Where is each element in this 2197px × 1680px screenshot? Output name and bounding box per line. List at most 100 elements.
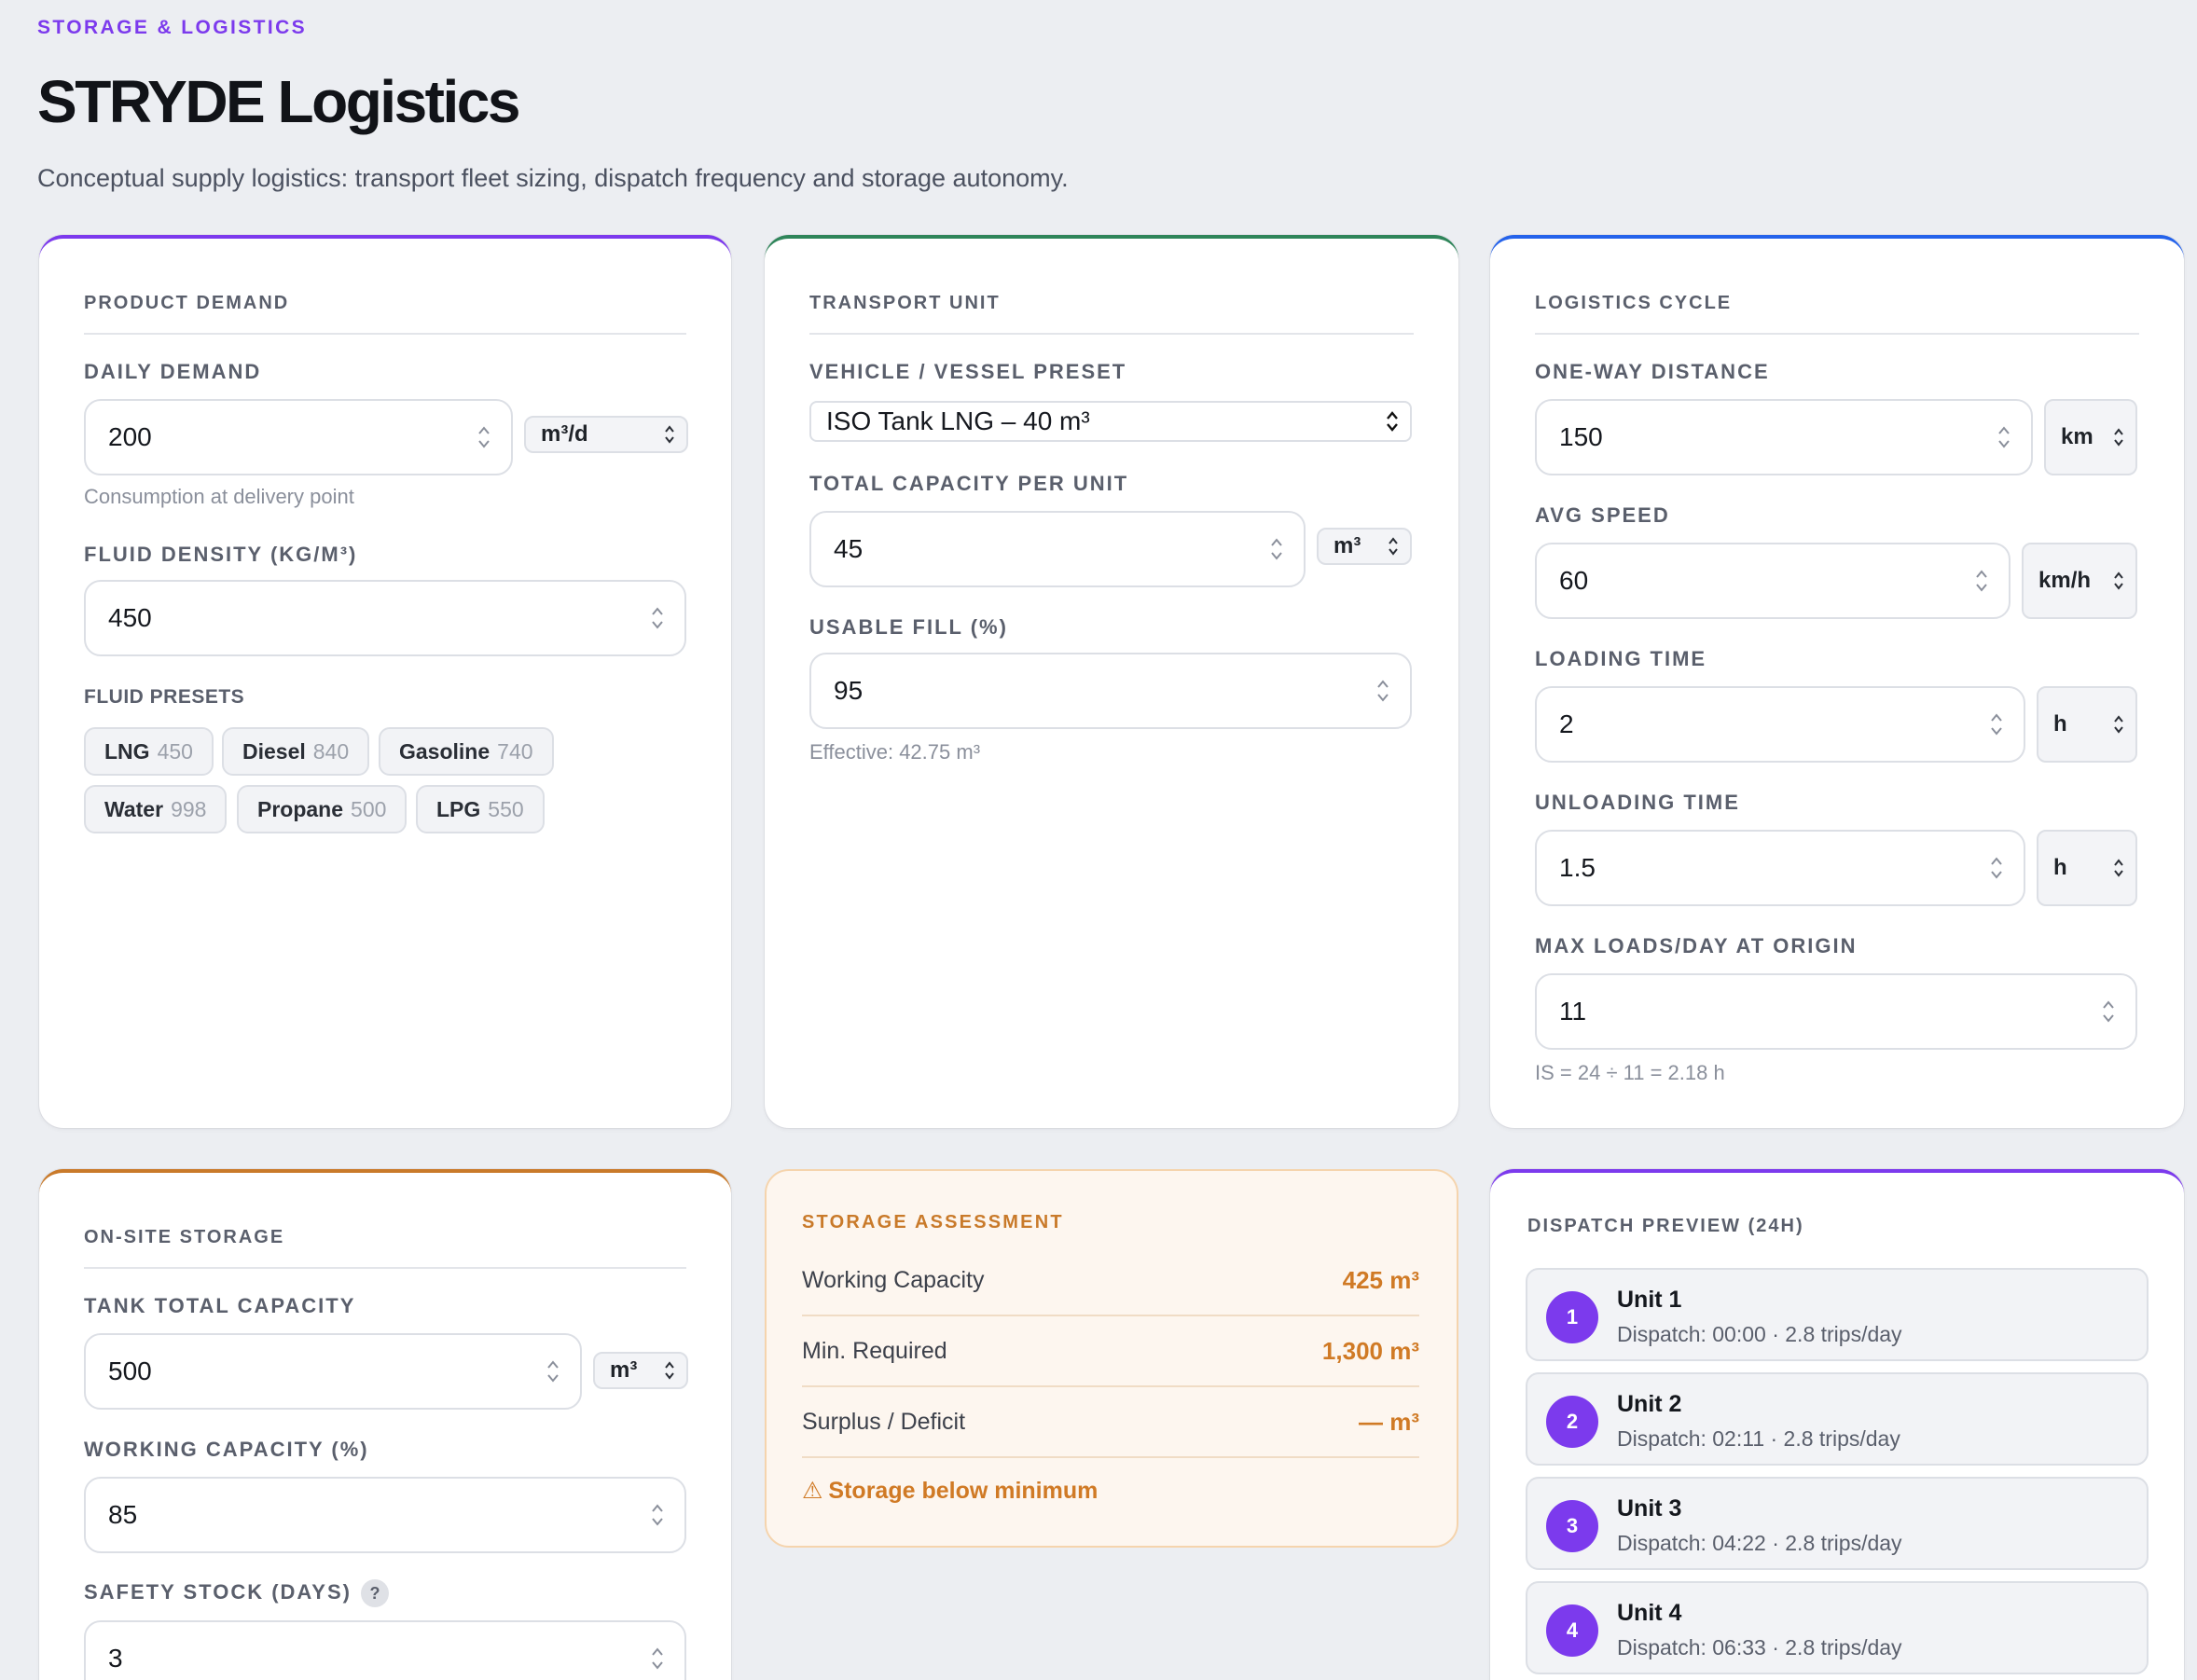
unloading-unit-select[interactable]: h bbox=[2037, 830, 2137, 906]
preset-chip-gasoline[interactable]: Gasoline 740 bbox=[379, 727, 554, 776]
spinner-icon[interactable] bbox=[2102, 998, 2115, 1025]
chip-value: 450 bbox=[157, 738, 193, 764]
spinner-icon[interactable] bbox=[651, 605, 664, 631]
speed-unit-select[interactable]: km/h bbox=[2022, 543, 2137, 619]
loading-unit-select[interactable]: h bbox=[2037, 686, 2137, 763]
fluid-presets-label: FLUID PRESETS bbox=[84, 686, 245, 708]
chevron-updown-icon bbox=[665, 425, 674, 444]
preset-chip-diesel[interactable]: Diesel 840 bbox=[222, 727, 370, 776]
field-label: FLUID DENSITY (KG/M³) bbox=[84, 543, 358, 566]
distance-input[interactable]: 150 bbox=[1535, 399, 2033, 475]
chevron-updown-icon bbox=[2114, 428, 2123, 447]
safety-stock-input[interactable]: 3 bbox=[84, 1620, 686, 1680]
usable-fill-input[interactable]: 95 bbox=[809, 653, 1412, 729]
preset-chip-lng[interactable]: LNG 450 bbox=[84, 727, 214, 776]
dispatch-unit-row[interactable]: 3 Unit 3 Dispatch: 04:22 · 2.8 trips/day bbox=[1526, 1477, 2149, 1570]
input-value: 95 bbox=[834, 676, 864, 705]
spinner-icon[interactable] bbox=[1990, 855, 2003, 881]
input-value: 1.5 bbox=[1559, 853, 1596, 882]
tank-capacity-input[interactable]: 500 bbox=[84, 1333, 582, 1410]
spinner-icon[interactable] bbox=[1997, 424, 2010, 450]
preset-chip-propane[interactable]: Propane 500 bbox=[237, 785, 408, 833]
select-value: ISO Tank LNG – 40 m³ bbox=[826, 406, 1090, 435]
unit-number-badge: 3 bbox=[1546, 1500, 1598, 1552]
input-value: 3 bbox=[108, 1644, 123, 1673]
field-label: UNLOADING TIME bbox=[1535, 791, 1740, 814]
distance-unit-select[interactable]: km bbox=[2044, 399, 2137, 475]
unit-name: Unit 3 bbox=[1617, 1495, 1682, 1522]
max-loads-input[interactable]: 11 bbox=[1535, 973, 2137, 1050]
warning-icon: ⚠ bbox=[802, 1478, 823, 1504]
field-label: ONE-WAY DISTANCE bbox=[1535, 360, 1770, 383]
unit-value: h bbox=[2053, 711, 2067, 737]
unit-detail: Dispatch: 06:33 · 2.8 trips/day bbox=[1617, 1635, 1902, 1659]
spinner-icon[interactable] bbox=[477, 424, 491, 450]
row-label: Surplus / Deficit bbox=[802, 1408, 966, 1435]
chevron-updown-icon bbox=[665, 1361, 674, 1380]
input-value: 450 bbox=[108, 603, 152, 632]
preset-chip-water[interactable]: Water 998 bbox=[84, 785, 228, 833]
unit-value: m³/d bbox=[541, 421, 588, 447]
field-label: SAFETY STOCK (DAYS)? bbox=[84, 1579, 389, 1607]
spinner-icon[interactable] bbox=[1270, 536, 1283, 562]
vehicle-preset-select[interactable]: ISO Tank LNG – 40 m³ bbox=[809, 401, 1412, 442]
field-label: WORKING CAPACITY (%) bbox=[84, 1438, 369, 1461]
capacity-input[interactable]: 45 bbox=[809, 511, 1306, 587]
transport-unit-card: TRANSPORT UNIT VEHICLE / VESSEL PRESET I… bbox=[765, 235, 1458, 1128]
daily-demand-input[interactable]: 200 bbox=[84, 399, 513, 475]
chip-value: 500 bbox=[351, 796, 387, 821]
dispatch-unit-row[interactable]: 1 Unit 1 Dispatch: 00:00 · 2.8 trips/day bbox=[1526, 1268, 2149, 1361]
dispatch-preview-card: DISPATCH PREVIEW (24H) 1 Unit 1 Dispatch… bbox=[1490, 1169, 2184, 1680]
input-value: 200 bbox=[108, 422, 152, 451]
daily-demand-hint: Consumption at delivery point bbox=[84, 485, 354, 508]
max-loads-hint: IS = 24 ÷ 11 = 2.18 h bbox=[1535, 1061, 1725, 1084]
card-title: LOGISTICS CYCLE bbox=[1535, 293, 2139, 335]
preset-chip-lpg[interactable]: LPG 550 bbox=[416, 785, 545, 833]
unloading-time-input[interactable]: 1.5 bbox=[1535, 830, 2025, 906]
spinner-icon[interactable] bbox=[546, 1358, 560, 1384]
card-title: TRANSPORT UNIT bbox=[809, 293, 1414, 335]
product-demand-card: PRODUCT DEMAND DAILY DEMAND 200 m³/d Con… bbox=[39, 235, 731, 1128]
spinner-icon[interactable] bbox=[1990, 711, 2003, 737]
chevron-updown-icon bbox=[2114, 715, 2123, 734]
unit-value: km bbox=[2061, 424, 2093, 449]
row-value: — m³ bbox=[1359, 1407, 1419, 1436]
field-label: DAILY DEMAND bbox=[84, 360, 262, 383]
input-value: 45 bbox=[834, 534, 864, 563]
unit-value: km/h bbox=[2038, 568, 2092, 593]
unit-detail: Dispatch: 04:22 · 2.8 trips/day bbox=[1617, 1531, 1902, 1555]
daily-demand-unit-select[interactable]: m³/d bbox=[524, 416, 688, 453]
spinner-icon[interactable] bbox=[651, 1646, 664, 1672]
chevron-updown-icon bbox=[2114, 571, 2123, 590]
unit-number-badge: 4 bbox=[1546, 1604, 1598, 1657]
unit-detail: Dispatch: 00:00 · 2.8 trips/day bbox=[1617, 1322, 1902, 1346]
input-value: 150 bbox=[1559, 422, 1603, 451]
assessment-row: Min. Required 1,300 m³ bbox=[802, 1316, 1419, 1387]
fluid-density-input[interactable]: 450 bbox=[84, 580, 686, 656]
spinner-icon[interactable] bbox=[651, 1502, 664, 1528]
working-capacity-input[interactable]: 85 bbox=[84, 1477, 686, 1553]
page-title: STRYDE Logistics bbox=[37, 68, 520, 135]
assessment-row: Working Capacity 425 m³ bbox=[802, 1246, 1419, 1316]
row-value: 1,300 m³ bbox=[1321, 1336, 1419, 1365]
input-value: 60 bbox=[1559, 566, 1589, 595]
spinner-icon[interactable] bbox=[1376, 678, 1389, 704]
speed-input[interactable]: 60 bbox=[1535, 543, 2010, 619]
storage-assessment-panel: STORAGE ASSESSMENT Working Capacity 425 … bbox=[765, 1169, 1458, 1548]
dispatch-unit-row[interactable]: 2 Unit 2 Dispatch: 02:11 · 2.8 trips/day bbox=[1526, 1372, 2149, 1466]
warning-text: Storage below minimum bbox=[828, 1477, 1098, 1504]
card-title: PRODUCT DEMAND bbox=[84, 293, 686, 335]
card-title: ON-SITE STORAGE bbox=[84, 1227, 686, 1269]
tank-unit-select[interactable]: m³ bbox=[593, 1352, 688, 1389]
dispatch-unit-row[interactable]: 4 Unit 4 Dispatch: 06:33 · 2.8 trips/day bbox=[1526, 1581, 2149, 1674]
storage-warning: ⚠ Storage below minimum bbox=[802, 1477, 1098, 1505]
field-label: AVG SPEED bbox=[1535, 503, 1670, 527]
on-site-storage-card: ON-SITE STORAGE TANK TOTAL CAPACITY 500 … bbox=[39, 1169, 731, 1680]
capacity-unit-select[interactable]: m³ bbox=[1317, 528, 1412, 565]
page-subtitle: Conceptual supply logistics: transport f… bbox=[37, 164, 1069, 192]
unit-name: Unit 1 bbox=[1617, 1287, 1682, 1313]
spinner-icon[interactable] bbox=[1975, 568, 1988, 594]
loading-time-input[interactable]: 2 bbox=[1535, 686, 2025, 763]
help-icon[interactable]: ? bbox=[360, 1579, 389, 1607]
effective-capacity-hint: Effective: 42.75 m³ bbox=[809, 740, 981, 764]
